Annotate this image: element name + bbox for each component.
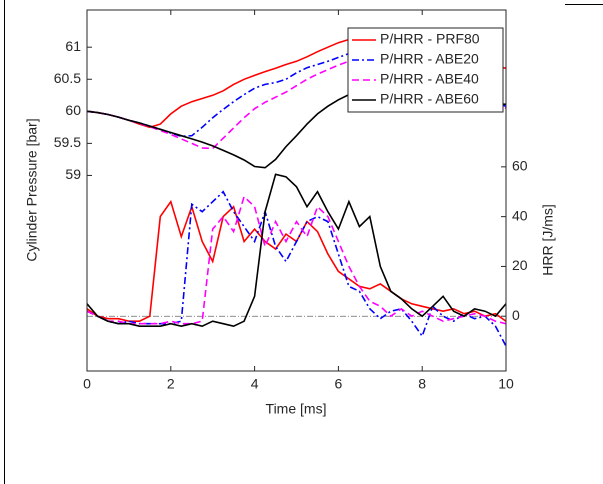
- legend-box: [347, 27, 504, 113]
- legend-label: P/HRR - ABE40: [380, 71, 479, 87]
- plot-frame: [86, 9, 507, 372]
- y-tick-label: 59: [65, 166, 81, 182]
- y-tick-label: 60: [65, 102, 81, 118]
- y-tick-label: 60.5: [54, 70, 81, 86]
- x-tick-label: 6: [335, 376, 343, 392]
- x-tick-label: 10: [498, 376, 514, 392]
- legend-label: P/HRR - ABE60: [380, 91, 479, 107]
- x-tick-label: 4: [251, 376, 259, 392]
- y2-tick-label: 60: [512, 158, 528, 174]
- data-line: [87, 190, 506, 347]
- y-tick-label: 59.5: [54, 134, 81, 150]
- x-tick-label: 2: [167, 376, 175, 392]
- y2-tick-label: 20: [512, 257, 528, 273]
- y-tick-label: 61: [65, 38, 81, 54]
- x-tick-label: 8: [418, 376, 426, 392]
- y2-tick-label: 40: [512, 207, 528, 223]
- data-line: [87, 195, 506, 325]
- y2-axis-label: HRR [J/ms]: [540, 204, 556, 276]
- y2-tick-label: 0: [512, 307, 520, 323]
- x-tick-label: 0: [83, 376, 91, 392]
- data-line: [87, 199, 506, 322]
- legend-label: P/HRR - ABE20: [380, 51, 479, 67]
- legend-label: P/HRR - PRF80: [380, 31, 480, 47]
- x-axis-label: Time [ms]: [266, 401, 327, 417]
- y-axis-label: Cylinder Pressure [bar]: [24, 118, 40, 261]
- data-line: [87, 173, 506, 328]
